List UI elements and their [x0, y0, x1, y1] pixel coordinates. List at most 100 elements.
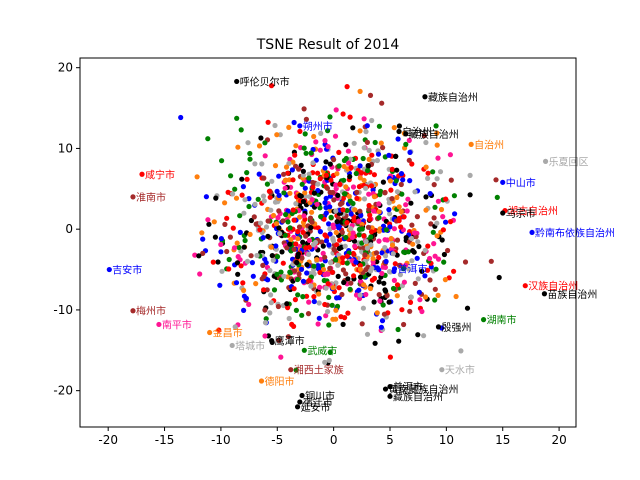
scatter-point [367, 92, 374, 98]
scatter-point [317, 284, 323, 290]
scatter-point [357, 128, 363, 134]
scatter-point [240, 184, 246, 190]
labeled-point [207, 329, 213, 336]
scatter-point [327, 114, 333, 120]
scatter-point [364, 245, 370, 251]
scatter-point [303, 116, 309, 122]
scatter-point [199, 230, 205, 236]
scatter-point [224, 248, 230, 255]
scatter-point [215, 259, 221, 265]
scatter-point [350, 184, 357, 190]
x-tick-label: -15 [155, 433, 175, 447]
scatter-point [305, 311, 312, 317]
scatter-point [330, 285, 336, 291]
scatter-point [399, 307, 405, 313]
scatter-point [404, 208, 410, 214]
scatter-point [274, 271, 280, 277]
scatter-point [259, 161, 265, 167]
scatter-point [347, 286, 353, 292]
labeled-point [500, 179, 506, 185]
scatter-point [285, 334, 291, 340]
scatter-point [447, 219, 454, 225]
scatter-point [241, 293, 247, 299]
scatter-point [296, 166, 302, 172]
scatter-point [299, 312, 305, 318]
scatter-point [237, 229, 243, 235]
scatter-point [458, 348, 464, 354]
scatter-point [414, 255, 420, 261]
scatter-point [327, 349, 333, 355]
scatter-point [292, 268, 298, 274]
scatter-point [238, 263, 244, 269]
point-label: 咸宁市 [145, 168, 175, 181]
scatter-point [326, 294, 332, 300]
scatter-point [337, 181, 343, 187]
scatter-point [357, 208, 363, 214]
scatter-point [390, 251, 396, 257]
scatter-point [300, 198, 307, 205]
scatter-point [333, 307, 339, 313]
scatter-point [376, 209, 382, 215]
scatter-point [329, 269, 335, 275]
scatter-point [296, 224, 303, 230]
scatter-point [261, 287, 267, 293]
scatter-point [268, 292, 274, 298]
scatter-point [373, 250, 380, 256]
scatter-point [335, 273, 341, 279]
point-label: 梅州市 [136, 305, 166, 318]
scatter-point [347, 114, 353, 120]
scatter-point [248, 253, 254, 259]
x-tick-label: -10 [211, 433, 231, 447]
scatter-point [386, 299, 392, 305]
scatter-point [320, 243, 326, 249]
scatter-point [371, 208, 377, 214]
scatter-point [194, 174, 200, 180]
scatter-point [300, 278, 306, 284]
scatter-point [409, 258, 415, 264]
scatter-point [365, 163, 371, 169]
scatter-point [235, 254, 241, 260]
scatter-point [417, 297, 423, 303]
scatter-point [318, 256, 324, 262]
scatter-point [178, 114, 184, 121]
scatter-point [343, 142, 349, 148]
scatter-point [348, 226, 354, 232]
scatter-point [343, 234, 349, 241]
labeled-point [542, 158, 549, 164]
scatter-point [290, 177, 296, 183]
scatter-point [448, 177, 454, 183]
scatter-point [203, 194, 209, 200]
scatter-point [291, 286, 297, 292]
scatter-point [357, 274, 364, 280]
scatter-point [237, 213, 243, 219]
scatter-point [440, 214, 446, 220]
scatter-point [394, 194, 400, 201]
scatter-point [380, 179, 386, 185]
scatter-point [434, 130, 440, 136]
scatter-point [315, 181, 321, 187]
y-tick-label: 10 [58, 141, 73, 155]
scatter-point [369, 152, 375, 158]
scatter-point [386, 152, 392, 158]
scatter-point [235, 144, 241, 150]
scatter-point [354, 195, 360, 201]
scatter-point [325, 144, 331, 150]
scatter-point [365, 167, 371, 174]
scatter-point [323, 238, 330, 244]
scatter-point [280, 260, 286, 266]
scatter-point [464, 305, 471, 311]
scatter-point [336, 245, 342, 252]
scatter-point [253, 221, 259, 227]
labeled-point [500, 210, 506, 216]
scatter-point [282, 232, 288, 238]
scatter-point [234, 240, 240, 246]
scatter-point [326, 221, 332, 227]
scatter-point [401, 214, 407, 220]
scatter-point [308, 225, 314, 231]
scatter-point [362, 252, 368, 258]
scatter-point [348, 211, 354, 217]
scatter-point [368, 183, 375, 189]
scatter-point [303, 150, 309, 156]
scatter-point [226, 266, 232, 272]
scatter-point [398, 171, 405, 177]
